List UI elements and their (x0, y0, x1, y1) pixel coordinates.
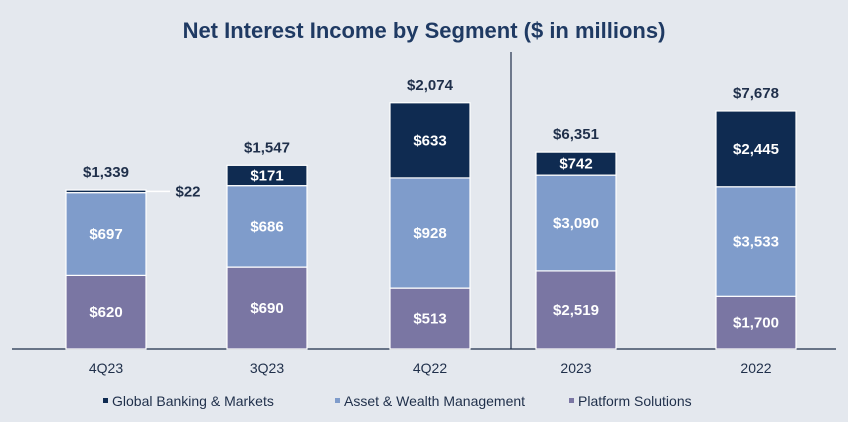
bar-segment-platform-solutions-4q23 (65, 274, 147, 350)
bar-segment-platform-solutions-2022 (715, 295, 797, 350)
data-label-platform-solutions-4q22: $513 (413, 311, 446, 328)
x-tick-label-4q23: 4Q23 (89, 360, 123, 376)
bar-segment-asset-and-wealth-management-4q22 (389, 177, 471, 289)
total-label-3q23: $1,547 (244, 139, 290, 156)
legend: Global Banking & Markets Asset & Wealth M… (103, 393, 692, 409)
x-tick-label-2023: 2023 (560, 360, 591, 376)
legend-swatch-asset-and-wealth-management (335, 398, 340, 403)
legend-swatch-platform-solutions (569, 398, 574, 403)
data-label-asset-and-wealth-management-4q23: $697 (89, 226, 122, 243)
bar-segment-global-banking-and-markets-4q22 (389, 102, 471, 179)
data-label-platform-solutions-2022: $1,700 (733, 315, 779, 332)
x-tick-label-3q23: 3Q23 (250, 360, 284, 376)
data-label-global-banking-and-markets-2023: $742 (559, 156, 592, 173)
legend-label-global-banking-and-markets: Global Banking & Markets (112, 393, 274, 409)
x-tick-label-4q22: 4Q22 (413, 360, 447, 376)
data-label-asset-and-wealth-management-3q23: $686 (250, 218, 283, 235)
data-label-global-banking-and-markets-2022: $2,445 (733, 141, 779, 158)
x-tick-label-2022: 2022 (740, 360, 771, 376)
data-label-platform-solutions-2023: $2,519 (553, 302, 599, 319)
bar-segment-global-banking-and-markets-2022 (715, 110, 797, 188)
legend-item-asset-and-wealth-management: Asset & Wealth Management (335, 393, 525, 409)
data-label-global-banking-and-markets-4q22: $633 (413, 132, 446, 149)
bar-segment-platform-solutions-2023 (535, 270, 617, 350)
bar-segment-global-banking-and-markets-4q23 (65, 189, 147, 194)
legend-swatch-global-banking-and-markets (103, 398, 108, 403)
total-label-2023: $6,351 (553, 126, 599, 143)
legend-label-asset-and-wealth-management: Asset & Wealth Management (344, 393, 525, 409)
legend-item-global-banking-and-markets: Global Banking & Markets (103, 393, 274, 409)
legend-label-platform-solutions: Platform Solutions (578, 393, 692, 409)
data-label-platform-solutions-4q23: $620 (89, 304, 122, 321)
bar-segment-asset-and-wealth-management-2023 (535, 174, 617, 272)
plot-area: $620 $697 $22 $1,339 4Q23 $690 $686 $171 $1,547 3… (12, 52, 836, 376)
total-label-4q23: $1,339 (83, 164, 129, 181)
bar-segment-global-banking-and-markets-2023 (535, 151, 617, 176)
total-label-4q22: $2,074 (407, 77, 454, 94)
data-label-asset-and-wealth-management-2022: $3,533 (733, 234, 779, 251)
bar-segment-asset-and-wealth-management-3q23 (226, 185, 308, 268)
data-label-global-banking-and-markets-3q23: $171 (250, 167, 283, 184)
bar-segment-platform-solutions-3q23 (226, 266, 308, 350)
data-label-asset-and-wealth-management-2023: $3,090 (553, 215, 599, 232)
total-label-2022: $7,678 (733, 85, 779, 102)
bar-segment-global-banking-and-markets-3q23 (226, 164, 308, 187)
data-label-asset-and-wealth-management-4q22: $928 (413, 225, 446, 242)
legend-item-platform-solutions: Platform Solutions (569, 393, 692, 409)
data-label-global-banking-and-markets-4q23: $22 (175, 183, 200, 200)
data-label-platform-solutions-3q23: $690 (250, 300, 283, 317)
bar-segment-platform-solutions-4q22 (389, 287, 471, 350)
chart-title: Net Interest Income by Segment ($ in mil… (183, 18, 666, 43)
